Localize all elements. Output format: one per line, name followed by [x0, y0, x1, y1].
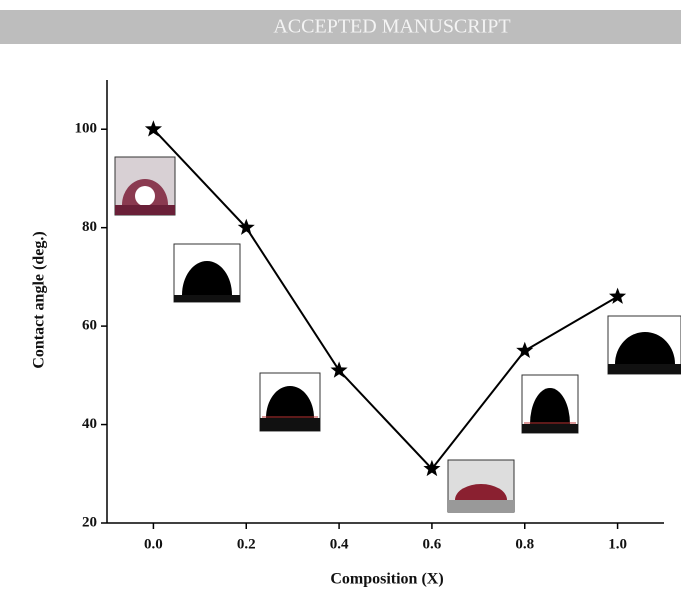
point — [144, 120, 162, 137]
y-tick-label: 40 — [82, 416, 97, 432]
point — [423, 459, 441, 477]
x-tick-label: 0.6 — [423, 536, 442, 552]
inset — [447, 459, 515, 513]
y-tick-label: 80 — [82, 219, 97, 235]
x-tick-label: 1.0 — [608, 536, 627, 552]
insets — [114, 156, 681, 513]
y-tick-label: 60 — [82, 318, 97, 334]
line — [152, 128, 619, 471]
inset — [607, 315, 681, 375]
point — [516, 341, 534, 358]
y-axis-title: Contact angle (deg.) — [31, 231, 48, 368]
x-axis-title: Composition (X) — [330, 571, 443, 588]
point — [330, 361, 348, 378]
banner: ACCEPTED MANUSCRIPT — [273, 16, 510, 38]
x-tick-label: 0.2 — [237, 536, 256, 552]
y-tick-label: 100 — [75, 121, 98, 137]
inset — [173, 243, 241, 303]
x-tick-label: 0.8 — [515, 536, 534, 552]
x-tick-label: 0.4 — [330, 536, 349, 552]
inset — [114, 156, 176, 216]
point — [609, 287, 627, 304]
y-tick-label: 20 — [82, 514, 97, 530]
inset — [259, 372, 321, 432]
banner-bg — [0, 10, 681, 44]
inset — [521, 374, 579, 434]
point — [237, 218, 255, 235]
x-tick-label: 0.0 — [144, 536, 163, 552]
